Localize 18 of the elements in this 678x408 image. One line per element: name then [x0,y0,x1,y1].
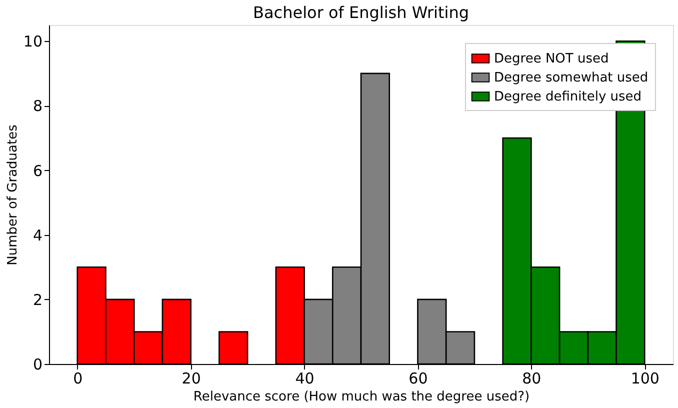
y-tick-label: 10 [23,32,42,51]
x-tick-label: 0 [73,370,83,388]
y-tick-label: 4 [32,226,42,244]
x-tick-label: 20 [182,370,201,388]
chart-title: Bachelor of English Writing [253,3,469,22]
legend-label: Degree NOT used [494,52,609,66]
x-tick-label: 60 [408,370,428,388]
legend-label: Degree definitely used [494,90,642,104]
x-tick-label: 80 [522,370,542,388]
x-axis-title: Relevance score (How much was the degree used?) [193,390,530,404]
y-axis-title: Number of Graduates [5,124,20,266]
y-tick-label: 6 [32,162,42,180]
legend-label: Degree somewhat used [494,70,648,86]
y-tick-label: 8 [32,97,42,116]
y-tick-label: 2 [32,290,42,309]
x-tick-label: 40 [295,370,314,388]
x-tick-label: 100 [630,370,660,388]
y-tick-label: 0 [32,356,42,374]
